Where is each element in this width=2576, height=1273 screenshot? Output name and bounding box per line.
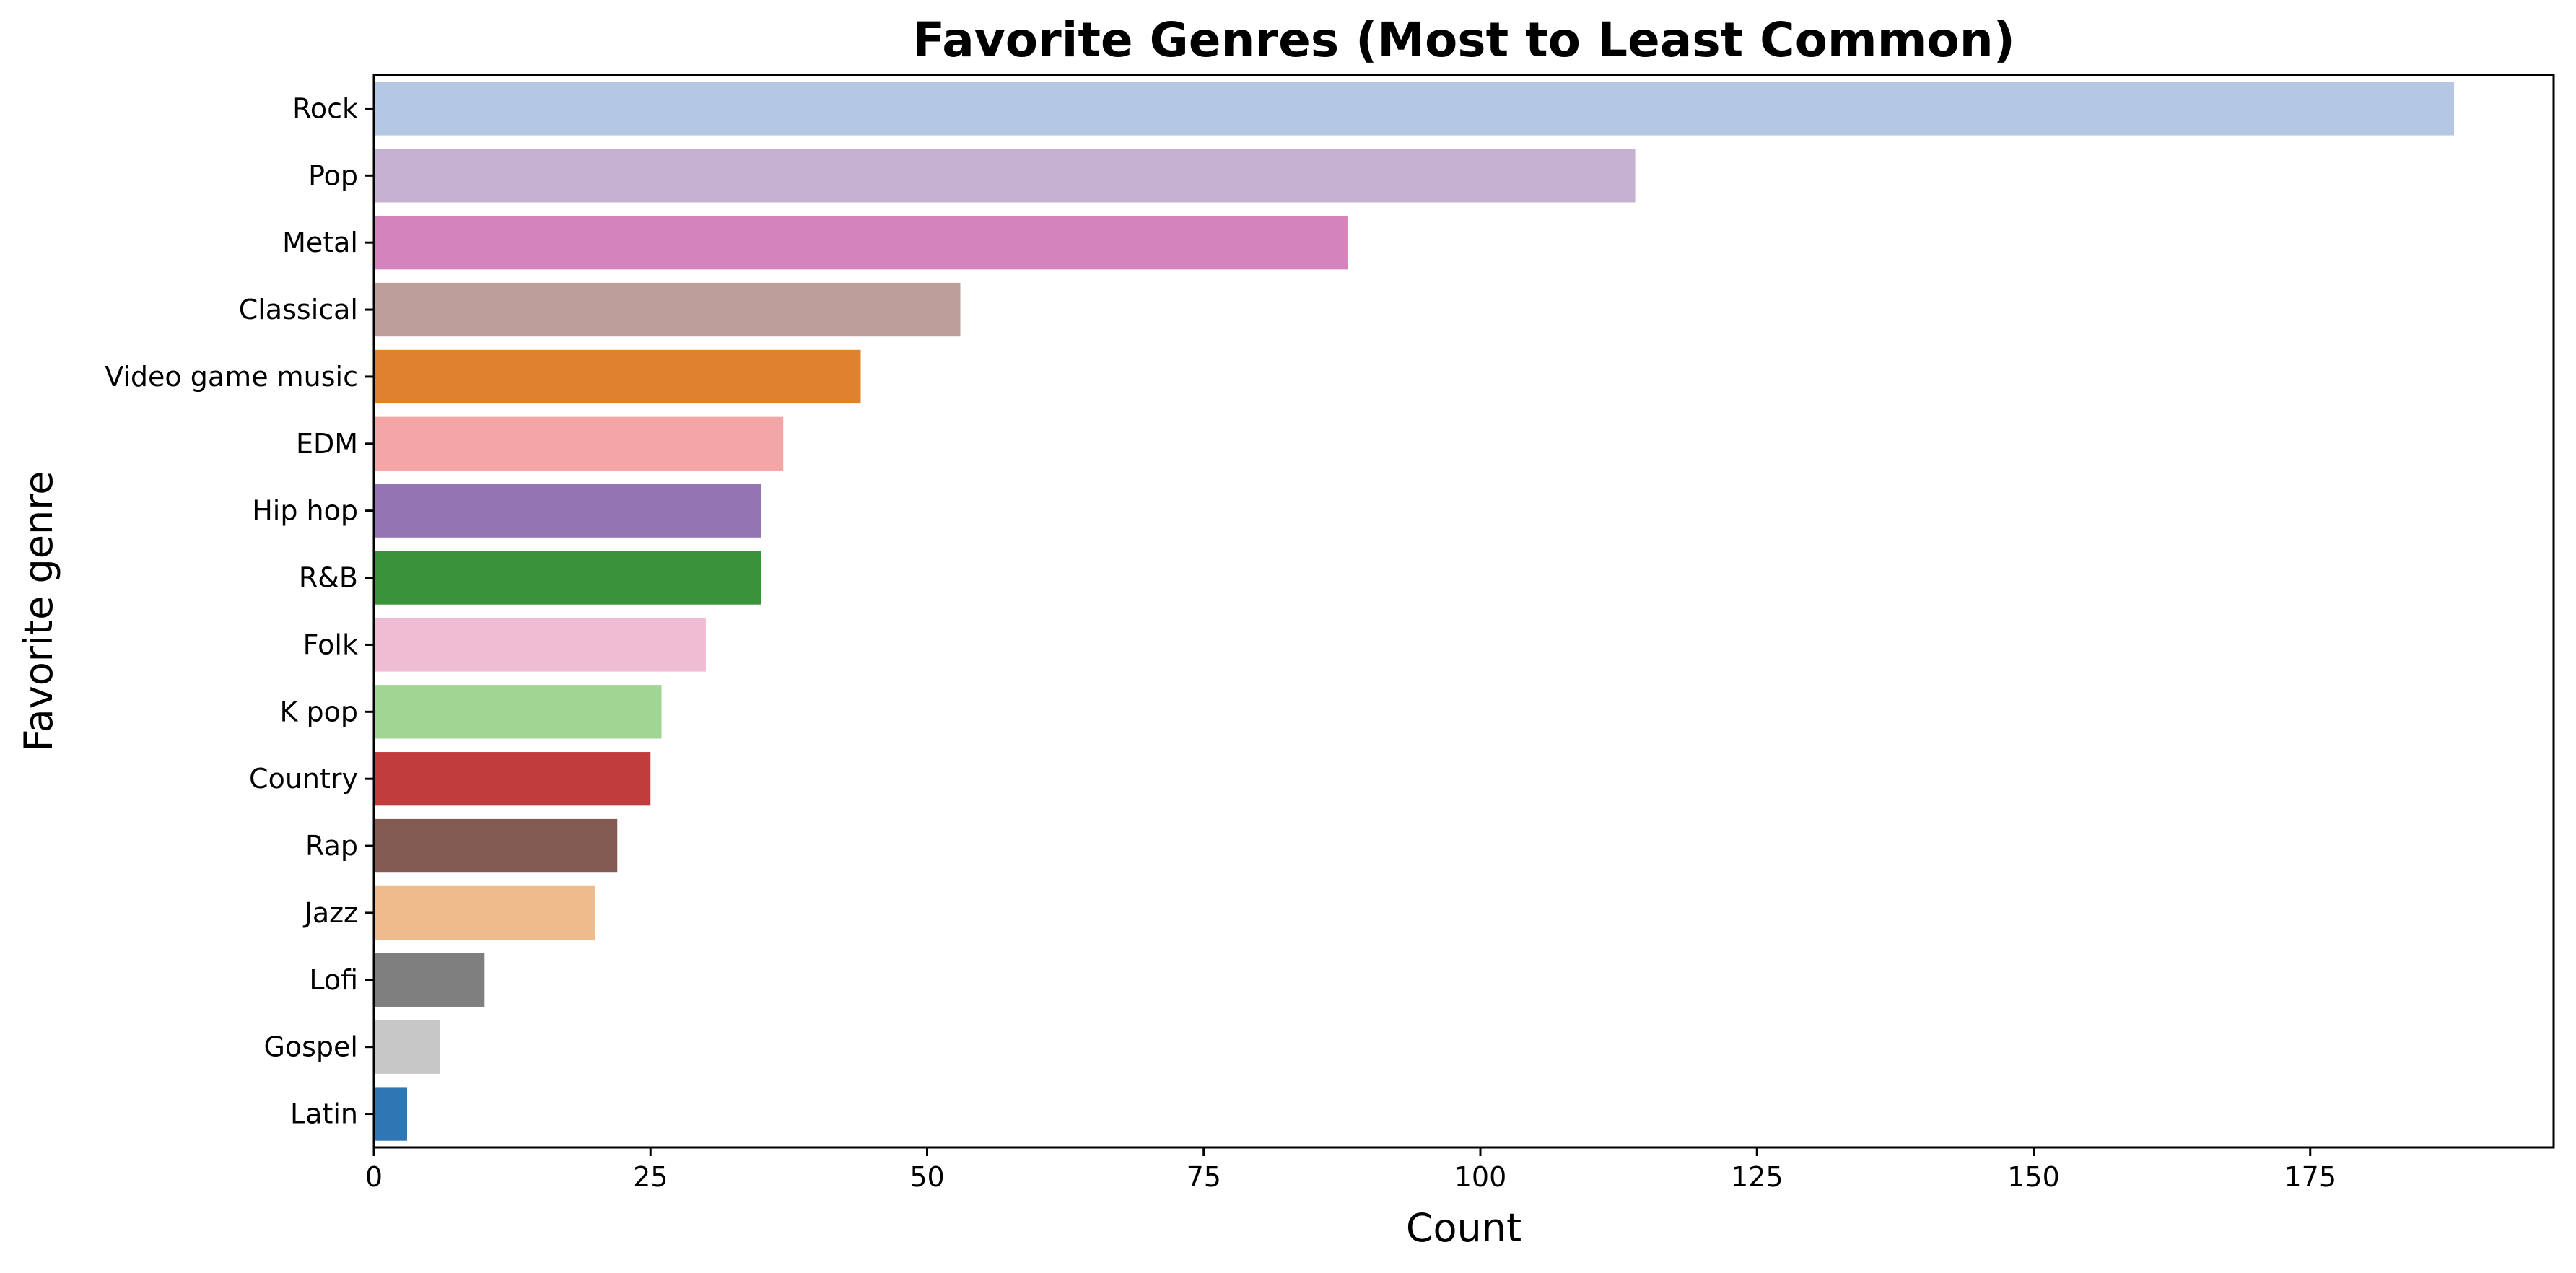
x-tick-label: 100	[1454, 1161, 1507, 1193]
y-tick-label: Rap	[305, 830, 358, 862]
bars-group	[374, 82, 2455, 1141]
x-tick-label: 50	[909, 1161, 944, 1193]
bar-lofi	[374, 953, 485, 1007]
y-tick-label: Pop	[308, 159, 358, 191]
bar-pop	[374, 149, 1636, 203]
x-axis-label: Count	[1406, 1205, 1521, 1251]
x-tick-label: 0	[365, 1161, 383, 1193]
y-tick-labels: Rock Pop Metal Classical Video game music EDM…	[105, 92, 374, 1130]
x-tick-label: 75	[1187, 1161, 1221, 1193]
bar-country	[374, 752, 651, 806]
bar-folk	[374, 618, 706, 672]
x-tick-label: 25	[633, 1161, 668, 1193]
y-tick-label: Classical	[239, 294, 358, 325]
bar-hip-hop	[374, 484, 761, 538]
bar-metal	[374, 216, 1348, 270]
y-tick-label: Latin	[290, 1098, 358, 1130]
bar-k-pop	[374, 685, 662, 739]
plot-frame	[372, 74, 2555, 1149]
bar-edm	[374, 416, 784, 471]
y-tick-label: Metal	[282, 227, 358, 258]
y-tick-label: Jazz	[303, 897, 358, 929]
y-axis-label: Favorite genre	[16, 471, 61, 752]
y-tick-label: Rock	[292, 92, 358, 124]
chart-title: Favorite Genres (Most to Least Common)	[912, 12, 2015, 68]
y-tick-label: Lofi	[309, 964, 358, 996]
bar-r-b	[374, 551, 761, 605]
y-tick-label: Gospel	[263, 1031, 358, 1063]
y-tick-label: EDM	[296, 428, 358, 460]
x-tick-label: 125	[1731, 1161, 1783, 1193]
bar-latin	[374, 1087, 407, 1141]
bar-rock	[374, 82, 2455, 136]
y-tick-label: K pop	[280, 696, 359, 727]
bar-classical	[374, 282, 961, 337]
x-tick-label: 175	[2284, 1161, 2336, 1193]
x-ticks: 0 25 50 75 100 125 150 175	[365, 1147, 2336, 1193]
y-tick-label: Folk	[303, 629, 358, 660]
y-tick-label: Country	[249, 763, 358, 795]
bar-gospel	[374, 1020, 440, 1074]
x-tick-label: 150	[2007, 1161, 2060, 1193]
bar-video-game-music	[374, 349, 861, 404]
bar-jazz	[374, 885, 595, 940]
bar-rap	[374, 818, 618, 873]
y-tick-label: Hip hop	[252, 495, 358, 527]
y-tick-label: R&B	[299, 562, 358, 594]
y-tick-label: Video game music	[105, 361, 358, 393]
